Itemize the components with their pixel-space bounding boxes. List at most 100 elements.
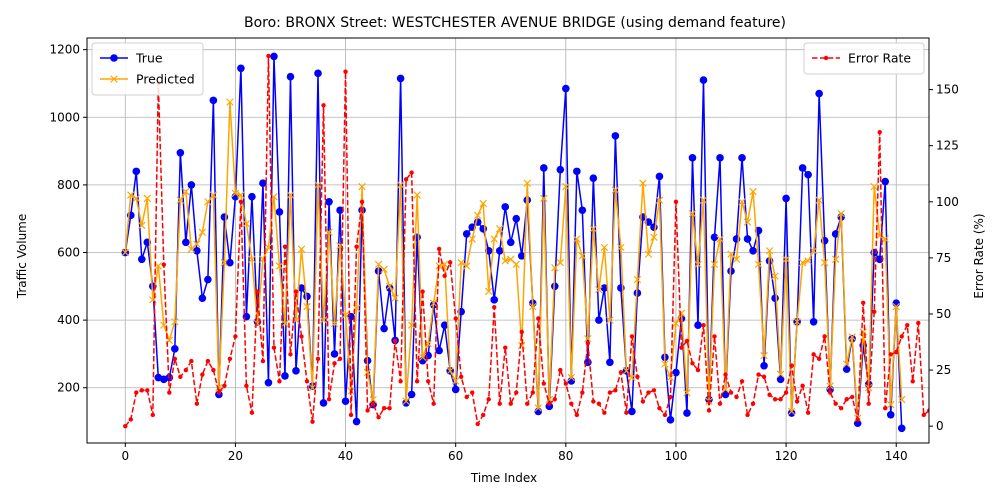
data-point-true [187,181,196,189]
data-point-error-rate [701,323,706,328]
data-point-predicted [391,294,399,302]
data-point-error-rate [150,412,156,418]
data-point-error-rate [778,397,783,402]
data-point-predicted [490,235,498,243]
data-point-predicted [418,353,427,362]
data-point-error-rate [552,397,558,402]
data-point-error-rate [216,390,222,395]
data-point-predicted [413,191,421,199]
data-point-true [402,399,410,407]
data-point-predicted [402,397,410,405]
data-point-error-rate [519,329,524,335]
data-point-error-rate [624,410,629,415]
data-point-true [782,194,790,203]
data-point-error-rate [447,260,453,265]
data-point-predicted [589,225,598,233]
data-point-error-rate [249,410,255,415]
legend-marker-predicted [110,75,118,83]
data-point-error-rate [398,379,403,384]
data-point-true [787,409,796,417]
data-point-error-rate [756,372,761,377]
data-point-true [655,172,664,181]
x-tick-label: 120 [775,449,798,463]
data-point-predicted [138,221,146,230]
data-point-error-rate [684,338,690,344]
data-point-true [325,197,333,206]
data-point-true [539,164,548,172]
data-point-true [171,345,179,353]
data-point-predicted [171,318,179,326]
data-point-predicted [385,282,394,291]
data-point-error-rate [712,334,717,339]
data-point-predicted [578,252,587,260]
data-point-error-rate [591,399,596,404]
data-point-error-rate [673,199,679,204]
data-point-true [606,358,614,367]
data-point-true [275,208,284,216]
data-point-true [237,64,245,73]
data-point-error-rate [933,117,937,121]
data-point-true [341,397,350,406]
data-point-true [551,282,559,291]
data-point-error-rate [745,412,750,418]
y2-tick-label: 75 [936,251,951,265]
y2-axis-ticks: 0 25 50 75 100 125 150 [929,83,959,433]
data-point-error-rate [183,367,189,373]
data-point-true [314,69,322,78]
data-point-error-rate [877,130,882,135]
data-point-error-rate [569,401,574,406]
plot-frame [86,37,930,444]
data-point-predicted [815,196,823,204]
data-point-predicted [523,179,531,187]
data-point-error-rate [910,379,915,384]
data-point-true [870,248,879,257]
data-point-error-rate [425,379,431,384]
data-point-error-rate [123,423,128,429]
data-point-error-rate [585,340,591,346]
y-tick-label: 1000 [49,110,80,124]
data-point-error-rate [227,356,233,362]
data-point-error-rate [789,363,794,368]
data-point-predicted [231,189,240,198]
legend-marker-true [110,54,118,62]
data-point-error-rate [657,406,662,411]
data-point-true [264,378,273,387]
data-point-error-rate [255,289,260,294]
data-point-error-rate [816,356,822,362]
data-point-predicted [820,258,829,267]
data-point-true [396,74,405,83]
data-point-predicted [898,395,906,404]
data-point-true [798,164,807,172]
data-point-predicted [672,319,680,328]
data-point-error-rate [750,401,756,406]
data-point-predicted [716,235,724,243]
data-point-error-rate [414,379,420,384]
x-tick-label: 60 [448,449,463,463]
y-tick-label: 800 [57,178,80,192]
data-point-predicted [242,220,251,228]
data-point-predicted [644,250,653,258]
data-point-error-rate [635,374,640,380]
data-point-error-rate [436,246,442,252]
data-point-error-rate [266,53,271,59]
data-point-error-rate [883,406,888,411]
data-point-predicted [771,272,779,280]
data-point-predicted [303,302,311,311]
data-point-true [710,233,719,242]
data-point-true [881,177,890,186]
data-point-error-rate [359,199,365,204]
data-point-error-rate [503,345,508,350]
data-point-error-rate [734,394,739,400]
data-point-error-rate [580,390,585,395]
data-point-predicted [462,262,471,270]
data-point-true [749,247,757,255]
data-point-true [286,72,295,81]
data-point-true [226,258,234,267]
data-point-true [611,132,620,140]
data-point-predicted [330,319,339,328]
data-point-error-rate [299,334,304,339]
data-point-predicted [226,98,234,106]
data-point-error-rate [486,397,491,402]
data-point-true [270,52,278,61]
